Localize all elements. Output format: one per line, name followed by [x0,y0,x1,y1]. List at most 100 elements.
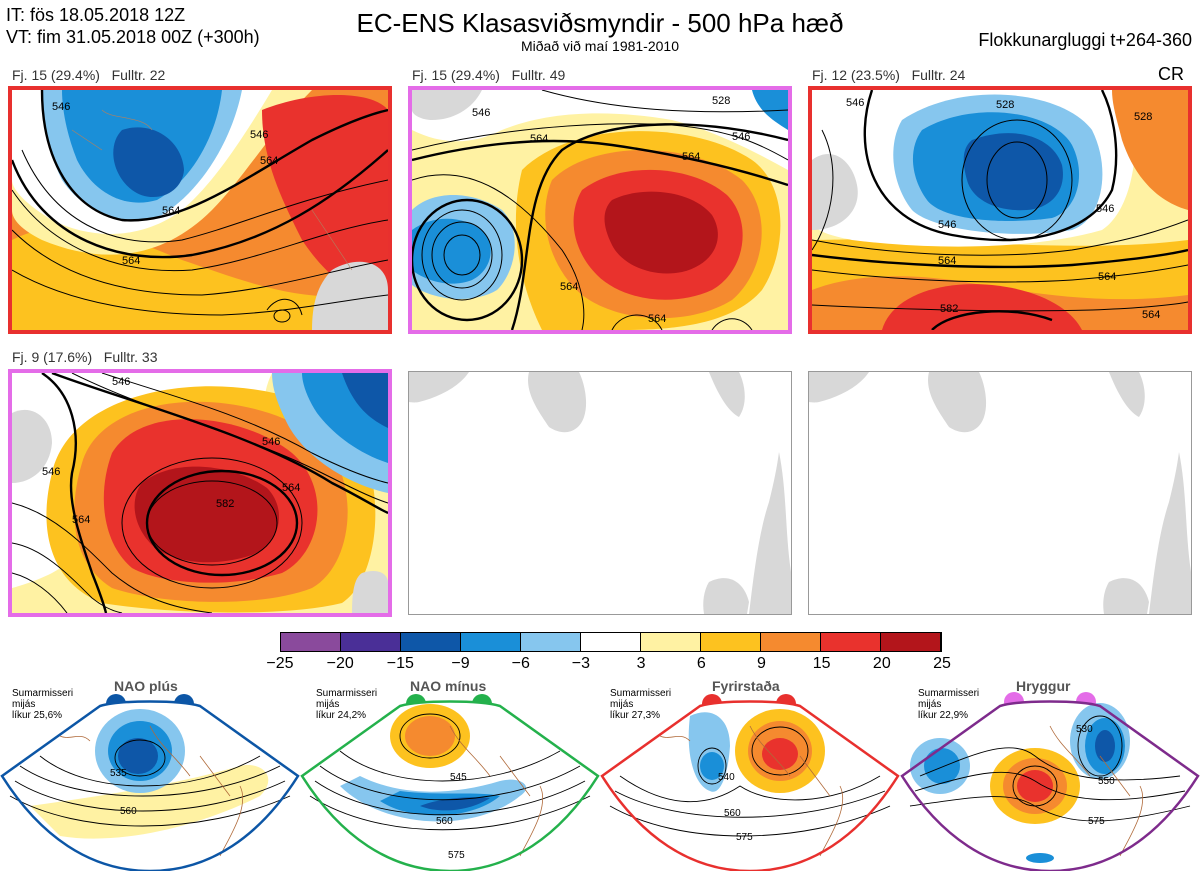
classification-window: Flokkunargluggi t+264-360 [978,30,1192,50]
contour-label: 546 [938,219,956,231]
regime-map-1: 535 560 [0,700,300,871]
regime-season: Sumarmisseri [918,688,980,699]
contour-label: 540 [718,772,735,783]
contour-label: 528 [996,99,1014,111]
cluster-map-1: 546 546 564 564 564 [12,90,388,330]
cluster-panel-2: 546 528 546 564 564 564 564 [408,86,792,334]
contour-label: 564 [122,255,140,267]
colorbar-tick-label: −3 [571,655,591,672]
colorbar-segment [521,633,581,651]
colorbar-tick-label: 3 [636,655,646,672]
colorbar-segment [881,633,941,651]
colorbar-tick-label: 20 [872,655,891,672]
contour-label: 546 [262,436,280,448]
colorbar-segment [761,633,821,651]
colorbar-tick-label: −9 [451,655,470,672]
contour-label: 575 [448,850,465,861]
regime-period: mijás [316,699,340,710]
regime-name: NAO plús [114,678,178,694]
regime-info: Sumarmisseri mijás líkur 22,9% [918,688,979,721]
panel-4-label: Fj. 9 (17.6%) Fulltr. 33 [12,349,158,365]
contour-label: 546 [250,129,268,141]
regime-row: Sumarmisseri mijás líkur 25,6% NAO plús [0,676,1200,871]
regime-season: Sumarmisseri [610,688,672,699]
cr-label: CR [1158,64,1184,84]
contour-label: 575 [1088,816,1105,827]
contour-label: 564 [938,255,956,267]
contour-label: 582 [216,498,234,510]
contour-label: 560 [724,808,741,819]
cluster-map-4: 546 546 546 564 564 582 [12,373,388,613]
regime-season: Sumarmisseri [12,688,74,699]
regime-probability: líkur 25,6% [12,710,63,721]
colorbar-tick-label: 9 [757,655,766,672]
colorbar-segment [461,633,521,651]
contour-label: 564 [282,482,300,494]
cluster-map-3: 546 528 546 546 564 564 582 564 528 [812,90,1188,330]
contour-label: 535 [110,768,127,779]
page-subtitle: Miðað við maí 1981-2010 [521,38,679,54]
contour-label: 564 [162,205,180,217]
contour-label: 550 [1098,776,1115,787]
colorbar-segment [281,633,341,651]
colorbar-segment [641,633,701,651]
regime-name: Hryggur [1016,678,1071,694]
contour-label: 564 [1142,309,1160,321]
contour-label: 564 [682,151,700,163]
contour-label: 564 [260,155,278,167]
page-title: EC-ENS Klasasviðsmyndir - 500 hPa hæð [356,8,844,38]
contour-label: 546 [52,101,70,113]
contour-label: 528 [712,95,730,107]
regime-map-4: 530 550 575 [900,700,1200,871]
contour-label: 564 [530,133,548,145]
contour-label: 546 [472,107,490,119]
contour-label: 564 [560,281,578,293]
contour-label: 560 [120,806,137,817]
cluster-map-2: 546 528 546 564 564 564 564 [412,90,788,330]
regime-nao-minus: Sumarmisseri mijás líkur 24,2% NAO mínus [300,676,600,871]
colorbar-tick-label: −15 [386,655,414,672]
colorbar-segment [701,633,761,651]
colorbar-segment [401,633,461,651]
regime-period: mijás [12,699,36,710]
regime-nao-plus: Sumarmisseri mijás líkur 25,6% NAO plús [0,676,300,871]
regime-blocking: Sumarmisseri mijás líkur 27,3% Fyrirstað… [600,676,900,871]
regime-name: NAO mínus [410,678,487,694]
contour-label: 560 [436,816,453,827]
cluster-panel-1: 546 546 564 564 564 [8,86,392,334]
colorbar-segment [581,633,641,651]
contour-label: 564 [648,313,666,325]
contour-label: 546 [42,466,60,478]
contour-label: 564 [1098,271,1116,283]
regime-info: Sumarmisseri mijás líkur 25,6% [12,688,73,721]
contour-label: 546 [112,376,130,388]
regime-ridge: Sumarmisseri mijás líkur 22,9% Hryggur [900,676,1200,871]
colorbar [280,632,942,652]
regime-probability: líkur 22,9% [918,710,969,721]
issue-time: IT: fös 18.05.2018 12Z [6,5,186,25]
regime-period: mijás [610,699,634,710]
panel-3-label: Fj. 12 (23.5%) Fulltr. 24 [812,67,966,83]
colorbar-tick-label: −25 [266,655,294,672]
contour-label: 546 [732,131,750,143]
cluster-panel-3: 546 528 546 546 564 564 582 564 528 [808,86,1192,334]
valid-time: VT: fim 31.05.2018 00Z (+300h) [6,27,260,47]
regime-name: Fyrirstaða [712,678,780,694]
regime-season: Sumarmisseri [316,688,378,699]
colorbar-tick-label: −20 [326,655,354,672]
empty-map-2 [809,372,1191,614]
regime-map-2: 545 560 575 [300,700,600,871]
cluster-panel-4: 546 546 546 564 564 582 [8,369,392,617]
regime-info: Sumarmisseri mijás líkur 27,3% [610,688,671,721]
regime-map-3: 540 560 575 [600,700,900,871]
contour-label: 546 [1096,203,1114,215]
header-info: IT: fös 18.05.2018 12Z VT: fim 31.05.201… [6,4,260,48]
regime-probability: líkur 24,2% [316,710,367,721]
colorbar-segment [341,633,401,651]
empty-map-1 [409,372,791,614]
colorbar-tick-label: 25 [933,655,951,672]
empty-map-panel-2 [808,371,1192,615]
contour-label: 528 [1134,111,1152,123]
regime-period: mijás [918,699,942,710]
contour-label: 546 [846,97,864,109]
